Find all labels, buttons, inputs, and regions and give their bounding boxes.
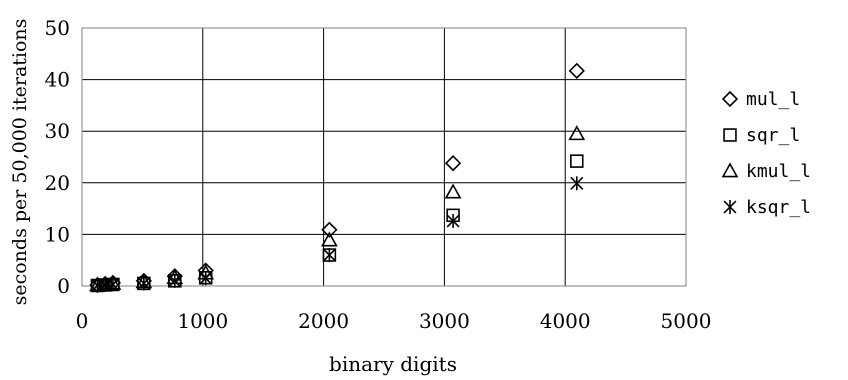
y-tick-label: 30 — [45, 119, 70, 143]
data-point-mul_l — [444, 155, 462, 172]
y-tick-label: 0 — [57, 274, 70, 298]
data-point-mul_l — [568, 62, 585, 79]
data-point-kmul_l — [321, 231, 338, 247]
legend-marker-ksqr_l — [723, 200, 737, 214]
x-tick-label: 3000 — [419, 309, 470, 333]
y-axis-ticks: 0 10 20 30 40 50 — [45, 16, 70, 298]
legend-label-mul_l: mul_l — [746, 89, 800, 110]
legend-label-ksqr_l: ksqr_l — [746, 197, 811, 218]
y-tick-label: 50 — [45, 16, 70, 40]
x-axis-ticks: 0 1000 2000 3000 4000 5000 — [76, 309, 712, 333]
data-point-ksqr_l — [446, 213, 460, 228]
plot-frame — [81, 27, 687, 287]
y-tick-label: 10 — [45, 222, 70, 246]
legend-label-sqr_l: sqr_l — [746, 125, 800, 146]
x-axis-label: binary digits — [329, 352, 457, 376]
data-point-ksqr_l — [570, 176, 584, 191]
data-point-ksqr_l — [106, 277, 120, 292]
data-point-ksqr_l — [322, 248, 336, 263]
x-tick-label: 0 — [76, 309, 89, 333]
y-tick-label: 20 — [45, 171, 70, 195]
data-point-ksqr_l — [199, 271, 213, 286]
data-point-kmul_l — [444, 183, 462, 199]
legend-marker-sqr_l — [723, 128, 737, 142]
x-tick-label: 4000 — [540, 309, 591, 333]
data-point-ksqr_l — [137, 276, 151, 291]
y-axis-label: seconds per 50,000 iterations — [9, 19, 31, 306]
legend-label-kmul_l: kmul_l — [746, 161, 811, 182]
legend-marker-mul_l — [721, 90, 739, 108]
data-points — [89, 62, 586, 294]
x-tick-label: 1000 — [177, 309, 228, 333]
data-point-mul_l — [321, 221, 338, 238]
data-point-kmul_l — [568, 125, 586, 141]
x-tick-label: 2000 — [298, 309, 349, 333]
legend: mul_l sqr_l kmul_l ksqr_l — [721, 89, 811, 218]
grid — [81, 27, 687, 287]
legend-marker-kmul_l — [721, 162, 739, 178]
y-tick-label: 40 — [45, 68, 70, 92]
data-point-ksqr_l — [168, 273, 182, 288]
data-point-sqr_l — [570, 154, 584, 168]
x-tick-label: 5000 — [661, 309, 712, 333]
